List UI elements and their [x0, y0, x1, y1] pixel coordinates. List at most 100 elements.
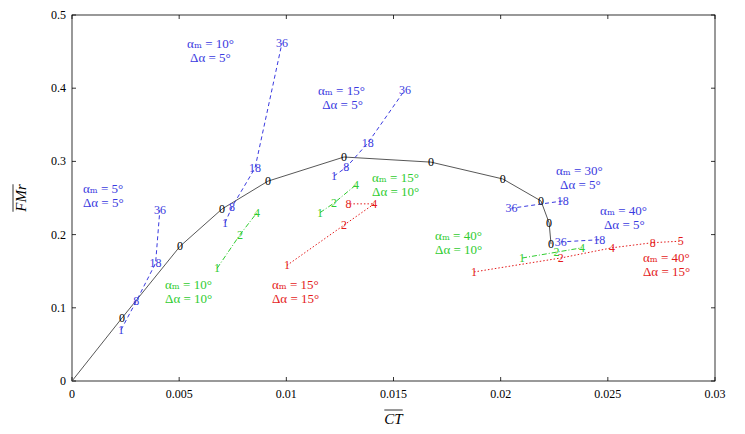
series-line: [225, 43, 282, 223]
y-axis-label-group: FMr: [13, 184, 29, 213]
x-tick: [393, 377, 394, 381]
point-label: 4: [371, 197, 377, 211]
annotation: αₘ = 10°: [165, 277, 212, 292]
annotation: αₘ = 30°: [556, 163, 603, 178]
point-label: 4: [609, 241, 615, 255]
annotation: Δα = 10°: [372, 184, 419, 199]
point-label: 18: [557, 194, 569, 208]
point-label: 4: [254, 206, 260, 220]
annotation: Δα = 15°: [643, 264, 690, 279]
y-tick-label: 0.1: [51, 301, 66, 315]
point-label: 8: [345, 197, 351, 211]
point-label: 0: [546, 216, 552, 230]
x-tick: [286, 377, 287, 381]
point-label: 1: [118, 323, 124, 337]
x-axis-label: CT: [384, 411, 404, 427]
series-line: [72, 157, 551, 381]
annotation: Δα = 5°: [322, 97, 363, 112]
x-tick-label: 0.025: [594, 387, 621, 401]
point-label: 1: [317, 206, 323, 220]
y-tick: [72, 307, 76, 308]
series-line: [217, 213, 257, 269]
point-label: 36: [399, 83, 411, 97]
y-tick: [711, 234, 715, 235]
annotation: αₘ = 15°: [372, 170, 419, 185]
point-label: 0: [265, 174, 271, 188]
point-label: 18: [362, 136, 374, 150]
series-line: [320, 185, 356, 213]
x-tick: [500, 377, 501, 381]
point-label: 1: [519, 251, 525, 265]
series-line: [287, 204, 374, 265]
point-label: 2: [331, 196, 337, 210]
x-tick-label: 0.01: [276, 387, 297, 401]
y-tick-label: 0.2: [51, 228, 66, 242]
point-label: 5: [678, 234, 684, 248]
annotation: αₘ = 10°: [187, 36, 234, 51]
annotation: Δα = 5°: [190, 50, 231, 65]
point-label: 1: [222, 216, 228, 230]
y-label-overline: [13, 184, 14, 212]
y-tick: [72, 88, 76, 89]
x-tick: [607, 377, 608, 381]
point-label: 0: [538, 194, 544, 208]
x-tick-label: 0.005: [166, 387, 193, 401]
annotation: αₘ = 15°: [318, 83, 365, 98]
point-label: 36: [276, 36, 288, 50]
annotation: Δα = 15°: [272, 291, 319, 306]
point-label: 36: [154, 203, 166, 217]
annotation: Δα = 5°: [560, 177, 601, 192]
point-label: 2: [558, 251, 564, 265]
x-tick: [715, 377, 716, 381]
point-label: 1: [284, 258, 290, 272]
chart: 0 0.005 0.01 0.015 0.02 0.025 0.03 0 0.1 0.2 0.3 0.…: [0, 0, 745, 434]
y-tick: [72, 161, 76, 162]
x-tick-label: 0.03: [705, 387, 726, 401]
point-label: 1: [214, 261, 220, 275]
x-tick: [607, 15, 608, 19]
annotation: αₘ = 40°: [643, 250, 690, 265]
point-label: 18: [593, 233, 605, 247]
x-tick-label: 0: [69, 387, 75, 401]
point-label: 36: [505, 201, 517, 215]
point-label: 4: [353, 178, 359, 192]
x-tick-label: 0.015: [380, 387, 407, 401]
y-tick: [711, 15, 715, 16]
point-label: 1: [471, 265, 477, 279]
point-label: 1: [331, 169, 337, 183]
annotation: αₘ = 40°: [600, 203, 647, 218]
x-tick: [179, 377, 180, 381]
y-tick: [711, 88, 715, 89]
point-label: 0: [500, 172, 506, 186]
y-tick-label: 0.5: [51, 8, 66, 22]
point-label: 8: [133, 294, 139, 308]
y-axis-label: FMr: [13, 184, 29, 213]
series-lines: [72, 43, 681, 381]
y-tick-label: 0.4: [51, 81, 66, 95]
x-tick: [715, 15, 716, 19]
annotation: αₘ = 15°: [272, 277, 319, 292]
point-label: 2: [237, 228, 243, 242]
annotation: αₘ = 40°: [435, 228, 482, 243]
annotation: Δα = 10°: [435, 242, 482, 257]
point-label: 0: [219, 202, 225, 216]
point-label: 8: [343, 160, 349, 174]
annotation: Δα = 10°: [165, 291, 212, 306]
annotation: αₘ = 5°: [83, 181, 123, 196]
y-tick-label: 0.3: [51, 154, 66, 168]
point-label: 8: [229, 200, 235, 214]
point-label: 2: [341, 218, 347, 232]
x-tick-label: 0.02: [490, 387, 511, 401]
y-tick: [72, 15, 76, 16]
y-tick-label: 0: [60, 374, 66, 388]
y-tick: [72, 234, 76, 235]
annotation: Δα = 5°: [604, 217, 645, 232]
x-tick: [179, 15, 180, 19]
point-label: 4: [579, 241, 585, 255]
point-label: 18: [249, 161, 261, 175]
plot-frame: [72, 15, 715, 381]
x-tick: [500, 15, 501, 19]
point-label: 8: [650, 236, 656, 250]
x-tick: [72, 15, 73, 19]
x-label-overline: [384, 410, 402, 411]
